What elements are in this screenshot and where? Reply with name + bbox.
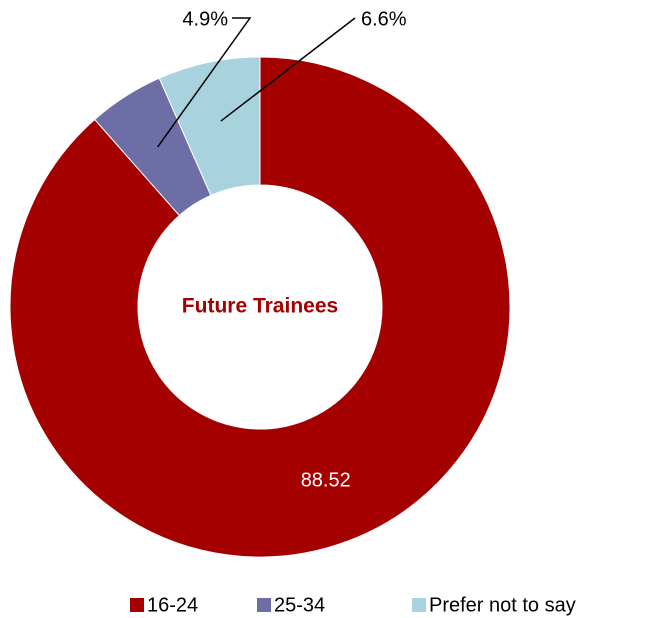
legend: 16-24 25-34 Prefer not to say bbox=[130, 594, 576, 616]
data-label: 6.6% bbox=[361, 8, 407, 30]
legend-swatch bbox=[130, 598, 144, 612]
leader-line bbox=[220, 17, 356, 122]
slice bbox=[158, 56, 261, 196]
leader-line bbox=[157, 17, 252, 148]
data-label: 4.9% bbox=[182, 8, 228, 30]
legend-label: 16-24 bbox=[147, 594, 198, 616]
plot: 88.52 4.9% 6.6% bbox=[9, 8, 511, 558]
data-label: 88.52 bbox=[301, 469, 351, 491]
legend-label: 25-34 bbox=[274, 594, 325, 616]
chart-title: Future Trainees bbox=[182, 295, 338, 318]
legend-swatch bbox=[257, 598, 271, 612]
legend-swatch bbox=[412, 598, 426, 612]
legend-label: Prefer not to say bbox=[429, 594, 576, 616]
slice bbox=[9, 56, 511, 558]
